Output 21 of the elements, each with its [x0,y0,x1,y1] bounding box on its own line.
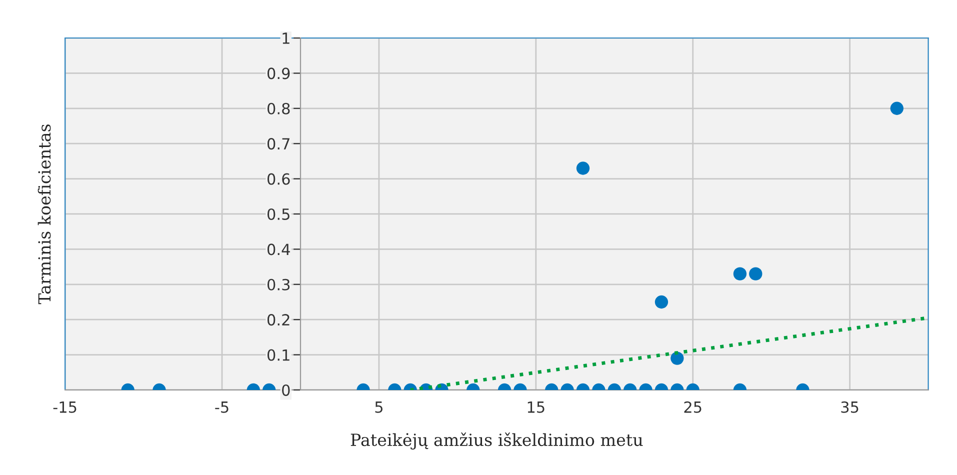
y-tick-label: 0.3 [267,278,290,290]
y-tick-label: 1 [282,32,290,44]
y-tick-label: 0.9 [267,68,290,80]
y-tick-label: 0.8 [267,102,290,114]
x-tick-label: -15 [53,402,76,413]
x-tick-label: 35 [841,401,858,413]
y-tick-label: 0.7 [267,138,290,150]
x-tick-label: 25 [684,401,702,413]
point [890,102,904,115]
x-tick-label: 15 [528,402,544,413]
y-tick-label: 0.2 [267,314,290,326]
y-tick-label: 0.1 [267,349,290,361]
y-tick-label: 0.4 [267,244,290,256]
y-axis-title: Tarminis koeficientas [38,124,51,304]
y-tick-label: 0.5 [267,208,290,220]
x-axis-title: Pateikėjų amžius iškeldinimo metu [350,432,643,450]
x-tick-label: -5 [215,402,228,413]
y-tick-label: 0.6 [267,173,290,185]
point [576,162,590,175]
x-tick-label: 5 [375,402,382,413]
y-tick-label: 0 [282,384,290,396]
